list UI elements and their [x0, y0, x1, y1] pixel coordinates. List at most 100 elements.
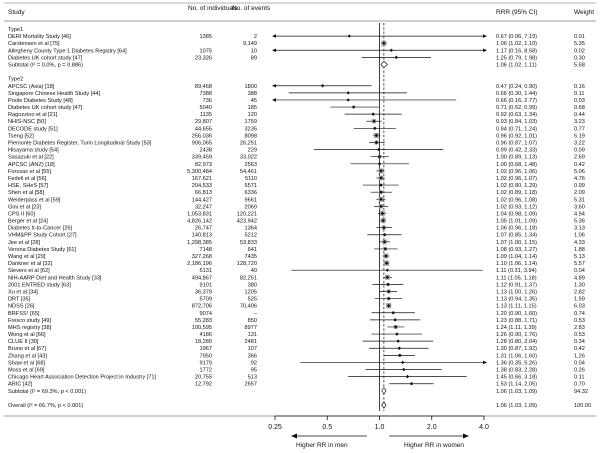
- events-value: 95: [251, 368, 257, 374]
- rrr-ci-value: 1.17 (0.16, 8.58): [496, 48, 537, 54]
- point-estimate-marker: [373, 126, 377, 131]
- rrr-ci-value: 0.94 (0.71, 1.24): [496, 126, 537, 132]
- weight-value: 100.00: [574, 403, 591, 409]
- point-estimate-marker: [320, 84, 325, 88]
- individuals-value: 906,065: [192, 141, 212, 147]
- point-estimate-marker: [379, 183, 383, 187]
- x-axis: 0.25 0.5 1.0 2.0 4.0: [268, 415, 489, 431]
- rrr-ci-value: 1.26 (0.90, 1.76): [496, 332, 537, 338]
- rrr-ci-value: 1.12 (0.91, 1.37): [496, 282, 537, 288]
- individuals-value: 1,053,831: [187, 211, 212, 217]
- individuals-value: 327,268: [192, 254, 212, 260]
- weight-value: 1.30: [574, 282, 585, 288]
- study-label: Verona Diabetes Study [61]: [8, 247, 77, 253]
- point-estimate-marker: [379, 204, 383, 209]
- events-value: 128,720: [237, 261, 257, 267]
- weight-value: 0.01: [574, 34, 585, 40]
- weight-value: 4.89: [574, 275, 585, 281]
- study-label: APCSC (Asia) [18]: [8, 84, 55, 90]
- study-label: Xu et al [34]: [8, 289, 38, 295]
- individuals-value: 1967: [200, 346, 212, 352]
- rrr-ci-value: 0.92 (0.63, 1.34): [496, 112, 537, 118]
- events-value: 1800: [245, 84, 257, 90]
- point-estimate-marker: [380, 211, 385, 216]
- study-label: Weiderpass et al [59]: [8, 197, 61, 203]
- point-estimate-marker: [391, 311, 395, 315]
- subtotal-diamond: [380, 60, 388, 69]
- ci-clip-arrow-right: [483, 48, 487, 53]
- point-estimate-marker: [374, 133, 379, 138]
- header-rrr: RRR (95% CI): [496, 9, 538, 16]
- study-label: Singapore Chinese Health Study [44]: [8, 91, 100, 97]
- study-label: Hisayama study [54]: [8, 148, 59, 154]
- rrr-ci-value: 1.06 (0.96, 1.18): [496, 226, 537, 232]
- weight-value: 1.59: [574, 297, 585, 303]
- header: Study No. of individuals No. of events R…: [8, 5, 594, 16]
- events-value: 70,406: [240, 304, 257, 310]
- weight-value: 0.16: [574, 84, 585, 90]
- point-estimate-marker: [377, 154, 382, 159]
- rrr-ci-value: 0.96 (0.92, 1.01): [496, 133, 537, 139]
- individuals-value: 204,533: [192, 183, 212, 189]
- rrr-ci-value: 1.38 (0.83, 2.28): [496, 368, 537, 374]
- rrr-ci-value: 1.02 (0.96, 1.07): [496, 176, 537, 182]
- study-label: Diabetes UK cohort study [47]: [8, 105, 83, 111]
- point-estimate-marker: [382, 225, 386, 230]
- study-label: Sievers et al [62]: [8, 268, 50, 274]
- rrr-ci-value: 1.23 (0.88, 1.71): [496, 318, 537, 324]
- weight-value: 0.03: [574, 98, 585, 104]
- point-estimate-marker: [382, 41, 386, 45]
- individuals-value: 872,706: [192, 304, 212, 310]
- point-estimate-marker: [389, 48, 394, 52]
- individuals-value: 44,655: [195, 126, 212, 132]
- rrr-ci-value: 0.93 (0.84, 1.03): [496, 119, 537, 125]
- study-label: Piemonte Diabetes Register, Turin Longit…: [8, 141, 152, 147]
- events-value: 1364: [245, 226, 257, 232]
- weight-value: 5.68: [574, 62, 585, 68]
- individuals-value: 339,459: [192, 155, 212, 161]
- rrr-ci-value: 1.10 (1.06, 1.14): [496, 261, 537, 267]
- study-label: VHM&PP Study Cohort [27]: [8, 233, 77, 239]
- header-individuals: No. of individuals: [188, 5, 238, 12]
- weight-value: 2.09: [574, 190, 585, 196]
- events-value: 641: [248, 247, 257, 253]
- weight-value: 0.77: [574, 126, 585, 132]
- rrr-ci-value: 1.25 (0.79, 1.98): [496, 55, 537, 61]
- weight-value: 1.88: [574, 247, 585, 253]
- women-label: Higher RR in women: [404, 442, 464, 449]
- point-estimate-marker: [346, 91, 350, 95]
- events-value: 366: [248, 353, 257, 359]
- study-label: ARIC [42]: [8, 382, 33, 388]
- individuals-value: 5,300,484: [187, 169, 212, 175]
- events-value: 10: [251, 48, 257, 54]
- subtotal-label: Subtotal (I² = 69.3%, p < 0.001): [8, 389, 86, 395]
- study-label: Poole Diabetes Study [48]: [8, 98, 73, 104]
- x-tick-label: 0.25: [268, 424, 282, 431]
- events-value: 2657: [245, 382, 257, 388]
- weight-value: 5.06: [574, 169, 585, 175]
- events-value: 5571: [245, 183, 257, 189]
- weight-value: 5.36: [574, 219, 585, 225]
- events-value: 9661: [245, 197, 257, 203]
- individuals-value: 1075: [200, 48, 212, 54]
- weight-value: 0.30: [574, 55, 585, 61]
- point-estimate-marker: [381, 218, 385, 223]
- point-estimate-marker: [405, 374, 410, 379]
- point-estimate-marker: [379, 197, 383, 201]
- rrr-ci-value: 1.20 (0.90, 1.60): [496, 311, 537, 317]
- study-label: Diabetes UK cohort study [47]: [8, 55, 83, 61]
- events-value: 7435: [245, 254, 257, 260]
- point-estimate-marker: [398, 353, 402, 358]
- events-value: 1759: [245, 119, 257, 125]
- study-label: CPS II [60]: [8, 211, 35, 217]
- weight-value: 0.74: [574, 311, 585, 317]
- individuals-value: 7148: [200, 247, 212, 253]
- point-estimate-marker: [379, 169, 383, 173]
- weight-value: 0.44: [574, 112, 585, 118]
- individuals-value: 494,867: [192, 275, 212, 281]
- rrr-ci-value: 1.02 (0.96, 1.08): [496, 197, 537, 203]
- weight-value: 3.23: [574, 119, 585, 125]
- weight-value: 2.82: [574, 289, 585, 295]
- individuals-value: 20,755: [195, 375, 212, 381]
- study-label: Fresco study [49]: [8, 318, 51, 324]
